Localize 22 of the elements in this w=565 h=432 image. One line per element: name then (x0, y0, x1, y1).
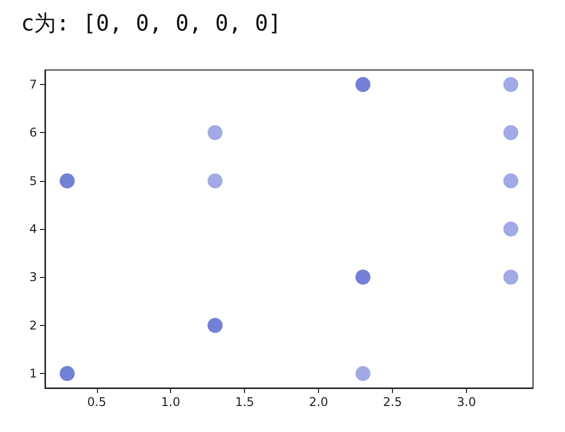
y-tick-label: 1 (29, 366, 37, 381)
chart-title: c为: [0, 0, 0, 0, 0] (21, 12, 282, 36)
y-tick-label: 2 (29, 318, 37, 332)
x-tick-label: 1.0 (161, 395, 180, 409)
point (503, 173, 518, 188)
y-tick-label: 6 (29, 126, 37, 140)
point (208, 173, 223, 188)
point (355, 366, 370, 382)
y-tick-label: 4 (29, 222, 37, 236)
x-tick-label: 3.0 (456, 395, 476, 409)
x-tick-label: 2.0 (309, 395, 328, 409)
point (503, 125, 518, 140)
point (503, 222, 518, 236)
y-tick-label: 7 (29, 77, 37, 92)
point (503, 76, 518, 92)
y-tick-label: 3 (29, 270, 37, 284)
x-tick-label: 0.5 (87, 395, 106, 409)
point (208, 125, 223, 140)
x-tick-label: 1.5 (235, 395, 254, 409)
x-tick-label: 2.5 (382, 395, 402, 409)
point (503, 270, 518, 285)
y-tick-label: 5 (29, 174, 37, 188)
